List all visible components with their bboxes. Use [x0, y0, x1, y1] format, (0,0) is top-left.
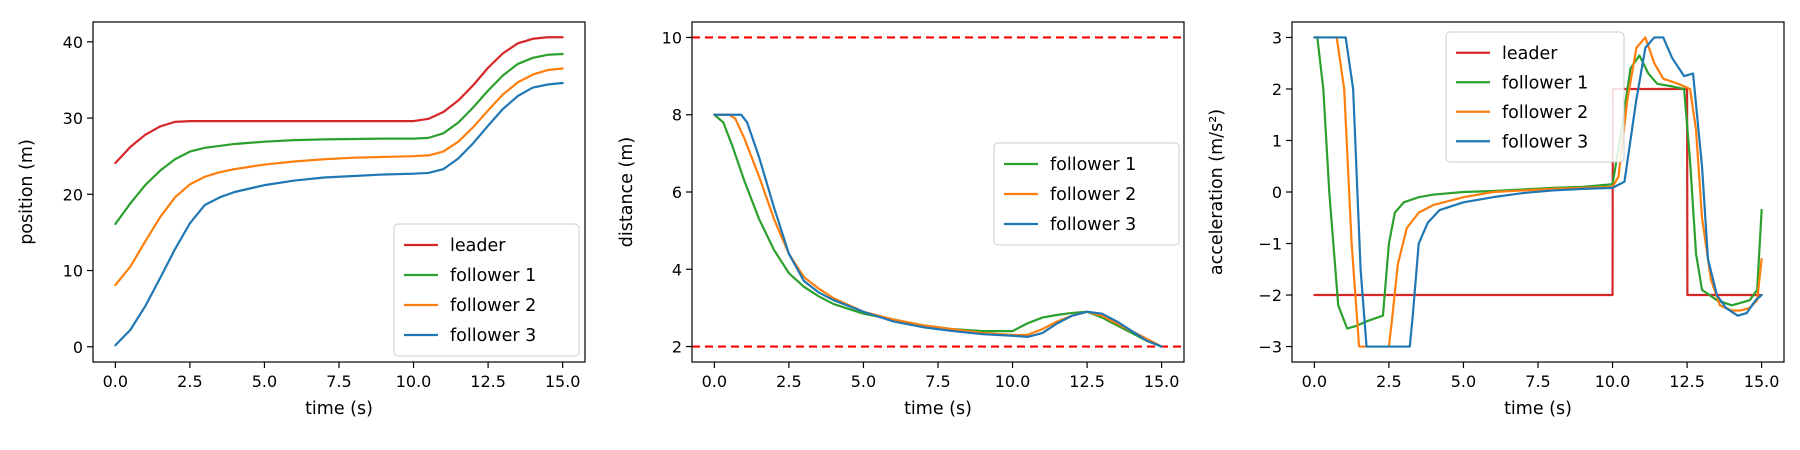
legend-label-follower-2: follower 2	[1502, 103, 1588, 123]
y-tick-label: 10	[63, 262, 83, 281]
x-tick-label: 0.0	[103, 372, 128, 391]
y-axis-label: acceleration (m/s²)	[1207, 109, 1227, 275]
x-tick-label: 10.0	[995, 372, 1031, 391]
y-tick-label: 2	[1272, 80, 1282, 99]
y-tick-label: 2	[672, 338, 682, 357]
x-tick-label: 0.0	[1302, 372, 1327, 391]
x-tick-label: 12.5	[1669, 372, 1705, 391]
x-tick-label: 10.0	[1595, 372, 1631, 391]
legend-label-follower-2: follower 2	[450, 296, 536, 316]
legend-label-follower-3: follower 3	[1050, 215, 1136, 235]
y-tick-label: 6	[672, 183, 682, 202]
x-tick-label: 7.5	[326, 372, 351, 391]
x-tick-label: 7.5	[1525, 372, 1550, 391]
y-tick-label: 3	[1272, 28, 1282, 47]
x-tick-label: 15.0	[1144, 372, 1180, 391]
y-axis-label: distance (m)	[617, 137, 637, 247]
x-tick-label: 12.5	[470, 372, 506, 391]
series-lines	[114, 36, 564, 347]
chart-panel-acceleration: 0.0 2.5 5.0 7.5 10.0 12.5 15.0 −3 −2 −1 0 1 2 3 time (…	[1207, 21, 1785, 419]
legend-label-follower-1: follower 1	[1050, 155, 1136, 175]
x-tick-label: 2.5	[1376, 372, 1401, 391]
x-tick-label: 5.0	[1451, 372, 1476, 391]
legend-label-follower-3: follower 3	[1502, 132, 1588, 152]
series-line-follower-3	[713, 113, 1163, 348]
x-axis-label: time (s)	[305, 399, 373, 419]
legend-label-leader: leader	[1502, 44, 1558, 64]
series-line-leader	[114, 36, 564, 165]
y-tick-label: −2	[1258, 286, 1282, 305]
legend: follower 1 follower 2 follower 3	[993, 142, 1180, 246]
chart-panel-distance: 0.0 2.5 5.0 7.5 10.0 12.5 15.0 2 4 6 8 10 time (s) di…	[617, 21, 1185, 419]
y-tick-label: 1	[1272, 131, 1282, 150]
y-tick-label: −3	[1258, 338, 1282, 357]
series-line-follower-1	[114, 52, 564, 226]
x-tick-label: 15.0	[1744, 372, 1780, 391]
x-tick-label: 0.0	[702, 372, 727, 391]
legend-box	[1445, 31, 1625, 163]
x-axis-label: time (s)	[1504, 399, 1572, 419]
y-tick-label: 8	[672, 106, 682, 125]
series-line-follower-2	[713, 113, 1163, 348]
x-tick-label: 12.5	[1069, 372, 1105, 391]
y-tick-label: 30	[63, 109, 83, 128]
y-tick-label: 10	[662, 28, 682, 47]
chart-panel-position: 0.0 2.5 5.0 7.5 10.0 12.5 15.0 0 10 20 30 40 time (s…	[17, 21, 586, 419]
x-tick-label: 2.5	[776, 372, 801, 391]
legend: leader follower 1 follower 2 follower 3	[1445, 31, 1625, 163]
y-tick-label: 0	[1272, 183, 1282, 202]
y-tick-label: 40	[63, 33, 83, 52]
x-axis-label: time (s)	[904, 399, 972, 419]
legend-box	[393, 223, 580, 357]
x-tick-label: 5.0	[252, 372, 277, 391]
series-lines	[1313, 36, 1763, 348]
legend-box	[993, 142, 1180, 246]
series-lines	[713, 113, 1163, 348]
y-tick-label: −1	[1258, 235, 1282, 254]
y-tick-label: 0	[73, 338, 83, 357]
x-tick-label: 15.0	[545, 372, 581, 391]
legend-label-follower-1: follower 1	[1502, 73, 1588, 93]
x-tick-label: 10.0	[396, 372, 432, 391]
x-tick-label: 2.5	[177, 372, 202, 391]
legend-label-follower-1: follower 1	[450, 266, 536, 286]
y-tick-label: 20	[63, 185, 83, 204]
x-tick-label: 7.5	[925, 372, 950, 391]
legend-label-leader: leader	[450, 236, 506, 256]
series-line-follower-3	[114, 81, 564, 347]
legend: leader follower 1 follower 2 follower 3	[393, 223, 580, 357]
legend-label-follower-3: follower 3	[450, 326, 536, 346]
series-line-follower-2	[114, 67, 564, 287]
y-tick-label: 4	[672, 260, 682, 279]
series-line-leader	[1313, 87, 1763, 297]
y-axis-label: position (m)	[17, 139, 37, 245]
legend-label-follower-2: follower 2	[1050, 185, 1136, 205]
x-tick-label: 5.0	[851, 372, 876, 391]
series-line-follower-3	[1313, 36, 1763, 348]
